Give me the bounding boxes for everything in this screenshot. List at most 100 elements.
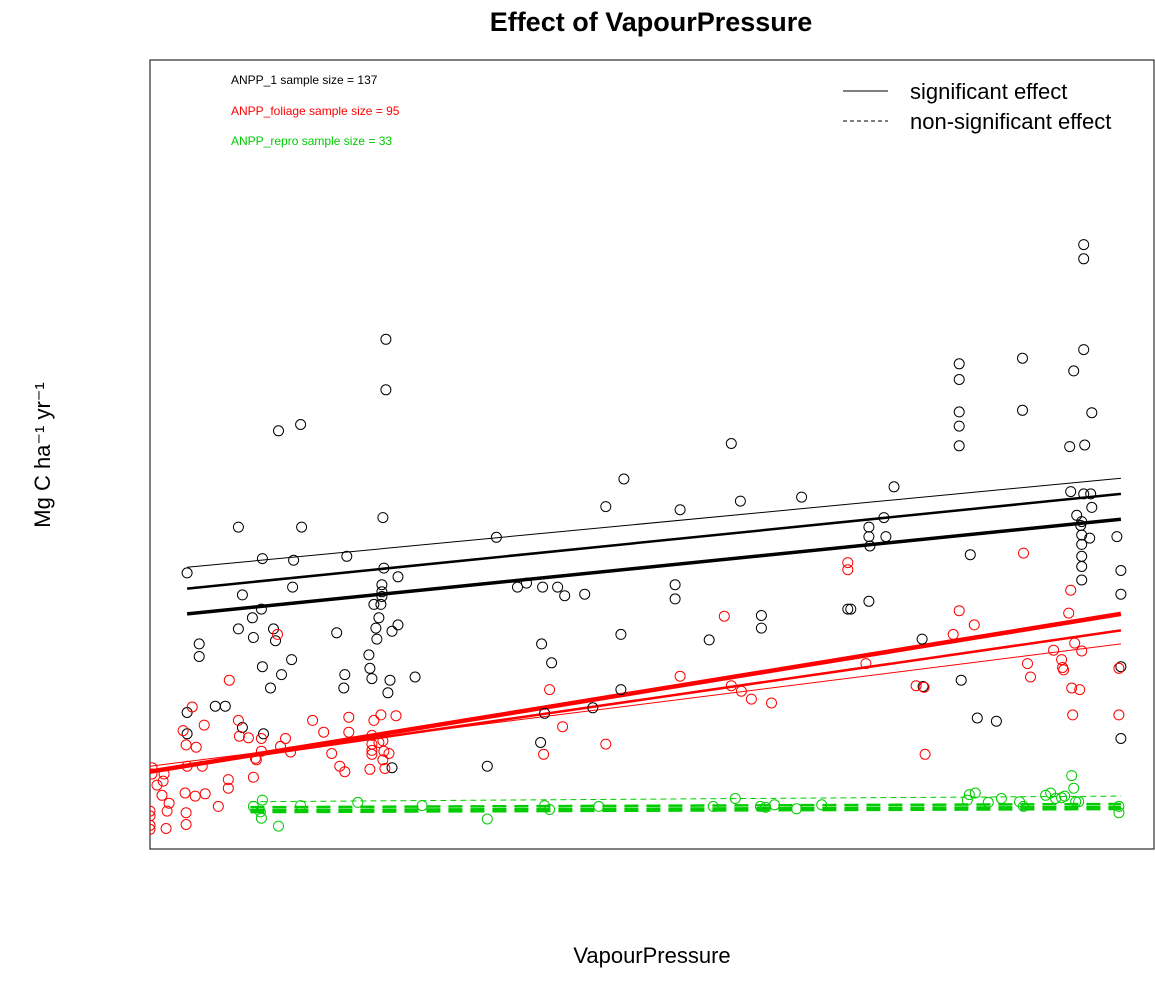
data-point-series-0-98: [990, 715, 1002, 727]
data-point-series-1-73: [842, 557, 854, 569]
data-point-series-0-10: [236, 589, 248, 601]
data-point-series-0-103: [1068, 365, 1080, 377]
data-point-series-0-30: [341, 550, 353, 562]
data-point-series-1-7: [156, 789, 168, 801]
data-point-series-0-41: [376, 579, 388, 591]
data-point-series-2-8: [481, 813, 493, 825]
data-point-series-1-2: [150, 819, 156, 831]
data-point-series-0-110: [1076, 561, 1088, 572]
data-point-series-0-26: [296, 521, 308, 533]
data-point-series-0-95: [953, 358, 965, 370]
data-point-series-0-59: [537, 581, 549, 593]
data-point-series-1-52: [366, 748, 378, 760]
data-point-series-1-94: [1076, 645, 1088, 657]
data-point-series-1-53: [368, 714, 380, 726]
data-point-series-1-75: [910, 680, 922, 692]
data-point-series-0-101: [1064, 441, 1076, 453]
data-point-series-1-57: [377, 754, 389, 766]
data-point-series-2-7: [416, 800, 428, 812]
data-point-series-1-71: [766, 697, 777, 709]
data-point-series-2-12: [707, 800, 719, 812]
data-point-series-1-84: [1048, 644, 1060, 656]
data-point-series-2-20: [963, 789, 975, 801]
data-point-series-2-25: [1018, 800, 1029, 812]
data-point-series-0-120: [1086, 407, 1098, 419]
data-point-series-1-79: [953, 605, 965, 617]
data-point-series-1-90: [1066, 682, 1078, 694]
data-point-series-1-88: [1063, 607, 1075, 619]
data-point-series-1-48: [364, 763, 376, 775]
data-point-series-1-32: [247, 771, 259, 783]
y-axis-label: Mg C ha⁻¹ yr⁻¹: [30, 382, 55, 527]
data-point-series-1-14: [180, 739, 192, 751]
data-point-series-0-99: [1017, 352, 1028, 364]
data-point-series-2-17: [791, 803, 803, 815]
chart-title: Effect of VapourPressure: [490, 7, 813, 37]
data-point-series-0-73: [703, 634, 715, 646]
data-point-series-0-109: [1076, 550, 1088, 562]
data-point-series-2-11: [593, 800, 605, 812]
y-axis-label-group: Mg C ha⁻¹ yr⁻¹: [30, 382, 55, 527]
data-point-series-1-16: [180, 807, 192, 819]
data-point-series-1-76: [918, 681, 930, 693]
data-point-series-1-23: [198, 719, 210, 731]
data-point-series-0-20: [273, 425, 284, 437]
data-point-series-0-58: [536, 638, 548, 650]
data-point-series-0-74: [725, 438, 737, 449]
data-point-series-1-19: [186, 701, 198, 713]
data-point-series-0-81: [863, 531, 875, 543]
data-point-series-1-3: [150, 823, 156, 835]
data-point-series-2-19: [961, 794, 973, 806]
data-point-series-1-69: [735, 685, 747, 697]
data-point-series-0-123: [1115, 588, 1127, 600]
data-point-series-1-95: [1113, 709, 1125, 721]
data-point-series-1-82: [1022, 658, 1033, 670]
data-point-series-0-66: [600, 501, 612, 513]
data-point-series-0-56: [521, 577, 532, 589]
sample-size-notes: ANPP_1 sample size = 137 ANPP_foliage sam…: [231, 73, 400, 148]
data-point-series-0-108: [1076, 538, 1088, 550]
data-point-series-1-92: [1069, 637, 1081, 649]
sample-size-note-0: ANPP_1 sample size = 137: [231, 73, 378, 87]
data-point-series-0-111: [1076, 574, 1088, 586]
data-point-series-1-26: [222, 782, 234, 794]
data-point-series-2-2: [255, 812, 267, 824]
data-point-series-0-84: [864, 540, 876, 552]
data-point-series-0-60: [539, 707, 551, 719]
data-point-series-0-53: [481, 760, 493, 772]
data-point-series-1-1: [150, 810, 156, 822]
data-point-series-0-2: [181, 728, 193, 740]
legend-label-non-significant: non-significant effect: [910, 109, 1111, 134]
data-point-series-0-33: [366, 673, 378, 685]
data-point-series-0-61: [546, 657, 558, 669]
data-point-series-1-81: [1018, 547, 1029, 559]
data-point-series-1-36: [255, 745, 267, 757]
data-point-series-0-0: [181, 567, 193, 579]
data-point-series-1-4: [150, 768, 158, 780]
data-point-series-2-0: [247, 800, 259, 812]
data-point-series-0-13: [255, 603, 267, 615]
data-point-series-0-125: [1115, 733, 1127, 744]
data-point-series-0-48: [386, 762, 398, 774]
data-point-series-1-61: [390, 710, 402, 722]
data-point-series-0-114: [1078, 253, 1090, 265]
data-point-series-2-23: [995, 793, 1007, 804]
data-point-series-1-13: [177, 725, 189, 737]
data-point-series-1-46: [343, 726, 355, 738]
data-point-series-1-27: [222, 774, 234, 786]
data-point-series-0-106: [1076, 516, 1088, 528]
data-point-series-2-32: [1068, 782, 1080, 794]
data-point-series-1-78: [947, 628, 959, 640]
data-point-series-0-113: [1078, 344, 1090, 356]
data-point-series-0-85: [878, 512, 890, 524]
data-point-series-0-23: [287, 581, 299, 593]
data-point-series-1-5: [150, 762, 158, 774]
data-point-series-2-21: [969, 787, 981, 799]
data-point-series-2-22: [982, 796, 994, 808]
data-point-series-1-47: [343, 711, 355, 723]
data-point-series-1-58: [378, 745, 390, 757]
data-point-series-1-60: [383, 748, 395, 759]
data-point-series-1-30: [233, 730, 245, 742]
data-point-series-1-67: [718, 610, 730, 622]
plot-frame: [149, 59, 1155, 850]
